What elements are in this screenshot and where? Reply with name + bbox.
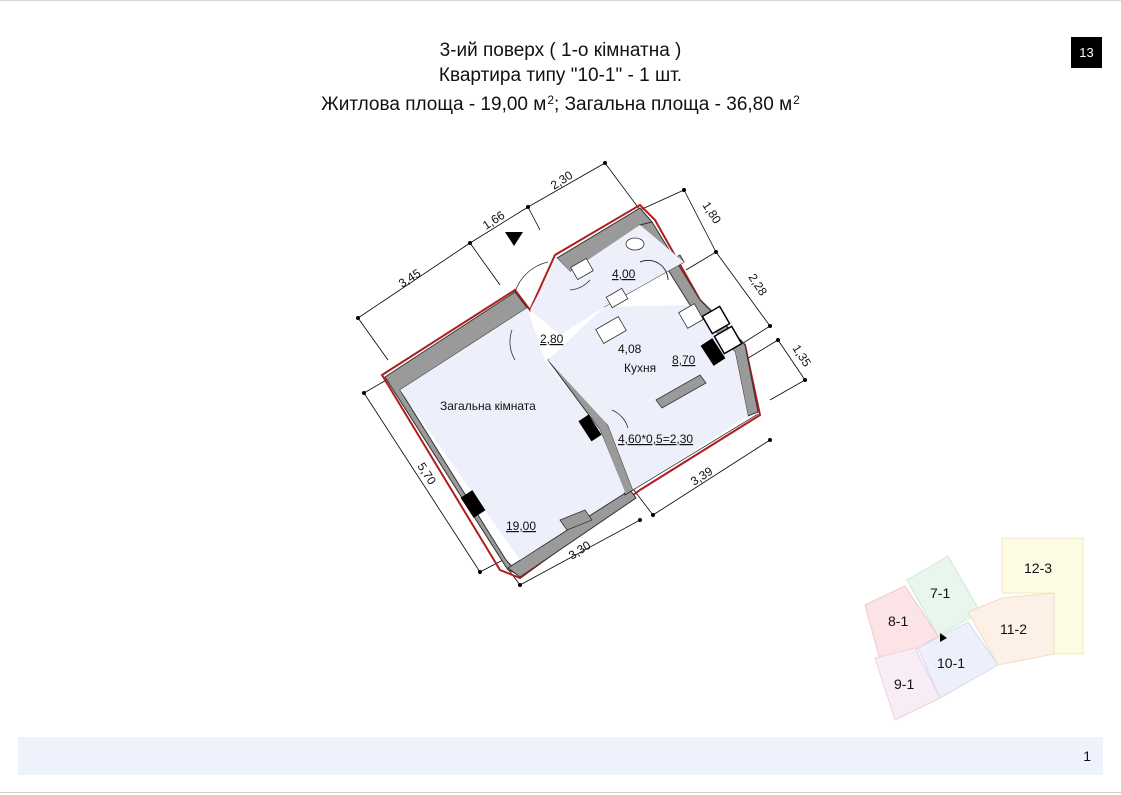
wall-column-1	[460, 490, 486, 518]
room-label-living: Загальна кімната	[440, 399, 536, 413]
dim-ext-345b	[469, 242, 501, 286]
dim-line-230	[527, 162, 606, 208]
dim-ext-345a	[357, 317, 389, 361]
key-label-11-2: 11-2	[1000, 621, 1027, 637]
page-bottom-border	[0, 792, 1121, 793]
toilet-icon	[625, 237, 645, 251]
key-label-9-1: 9-1	[894, 676, 914, 692]
room-living	[400, 308, 625, 560]
window-kitchen	[655, 374, 707, 409]
header-living-area: Житлова площа - 19,00 м	[321, 94, 547, 115]
header-areas: Житлова площа - 19,00 м2; Загальна площа…	[0, 88, 1121, 117]
window-living	[559, 509, 593, 531]
sheet-number-badge: 13	[1071, 37, 1102, 68]
key-unit-8-1	[864, 585, 939, 661]
hob-icon-2	[713, 325, 743, 355]
wall-column-2	[578, 414, 602, 442]
bath-door-swing-icon	[569, 279, 591, 291]
page-top-border	[0, 0, 1121, 1]
entry-door-swing-icon	[514, 261, 549, 293]
room-label-kitchen-area: 8,70	[672, 353, 696, 367]
room-bath	[570, 225, 684, 307]
key-unit-10-1	[917, 621, 999, 699]
hob-icon-1	[701, 305, 731, 335]
dim-ext-230	[604, 162, 641, 211]
key-label-12-3: 12-3	[1024, 560, 1052, 576]
dim-ext-166	[527, 206, 541, 231]
dim-line-330	[519, 519, 641, 586]
wall-column-3	[700, 338, 726, 366]
dim-line-345	[357, 242, 471, 319]
dim-ext-339	[629, 484, 654, 516]
wall-living-outer	[384, 291, 528, 576]
dim-ext-135	[744, 339, 779, 361]
header-total-area: ; Загальна площа - 36,80 м	[554, 94, 793, 115]
room-balcony	[608, 352, 748, 490]
dimension-lines	[357, 162, 806, 586]
key-label-7-1: 7-1	[930, 585, 950, 601]
stove-icon	[678, 303, 704, 329]
dim-line-570	[363, 392, 481, 573]
dim-ext-570b	[479, 559, 504, 573]
living-door-swing-icon	[509, 329, 516, 361]
dim-ext-228	[685, 251, 717, 271]
room-label-bathroom-area: 4,00	[612, 267, 636, 281]
room-label-hall-area: 2,80	[540, 332, 564, 346]
key-unit-11-2	[967, 592, 1055, 666]
footer-bar: 1	[18, 737, 1103, 775]
header-sup-2: 2	[793, 93, 800, 107]
dim-ext-135b	[769, 379, 806, 401]
entrance-arrow-icon	[505, 232, 523, 246]
key-label-10-1: 10-1	[937, 655, 965, 671]
dim-line-135	[777, 339, 806, 381]
room-label-kitchen: Кухня	[624, 361, 656, 375]
room-kitchen	[548, 305, 735, 425]
dimension-ticks	[356, 161, 807, 587]
header-apartment-type: Квартира типу "10-1" - 1 шт.	[438, 65, 683, 86]
dim-line-166	[469, 206, 529, 244]
room-label-living-area: 19,00	[506, 519, 536, 533]
header-floor-title: 3-ий поверх ( 1-о кімнатна )	[439, 40, 682, 61]
shower-icon	[639, 259, 669, 281]
balcony-rail	[632, 413, 759, 491]
page-header: 3-ий поверх ( 1-о кімнатна ) Квартира ти…	[0, 38, 1121, 117]
room-label-corridor-area: 4,08	[618, 342, 642, 356]
page-number: 1	[1083, 748, 1091, 764]
kitchen-sink-icon	[595, 316, 627, 344]
washbasin-icon	[605, 287, 629, 309]
dim-line-339	[652, 439, 771, 516]
key-label-8-1: 8-1	[888, 613, 908, 629]
key-plan-marker-icon	[940, 633, 947, 642]
room-hall	[530, 258, 604, 335]
dim-ext-228b	[739, 325, 771, 346]
boiler-icon	[570, 257, 594, 281]
room-label-balcony-area: 4,60*0,5=2,30	[618, 432, 693, 446]
dim-line-228	[715, 251, 771, 327]
key-unit-9-1	[874, 647, 941, 721]
balcony-door-swing-icon	[611, 409, 629, 429]
dim-line-180b	[683, 189, 717, 253]
header-sup-1: 2	[547, 93, 555, 107]
dim-line-180	[639, 189, 685, 211]
